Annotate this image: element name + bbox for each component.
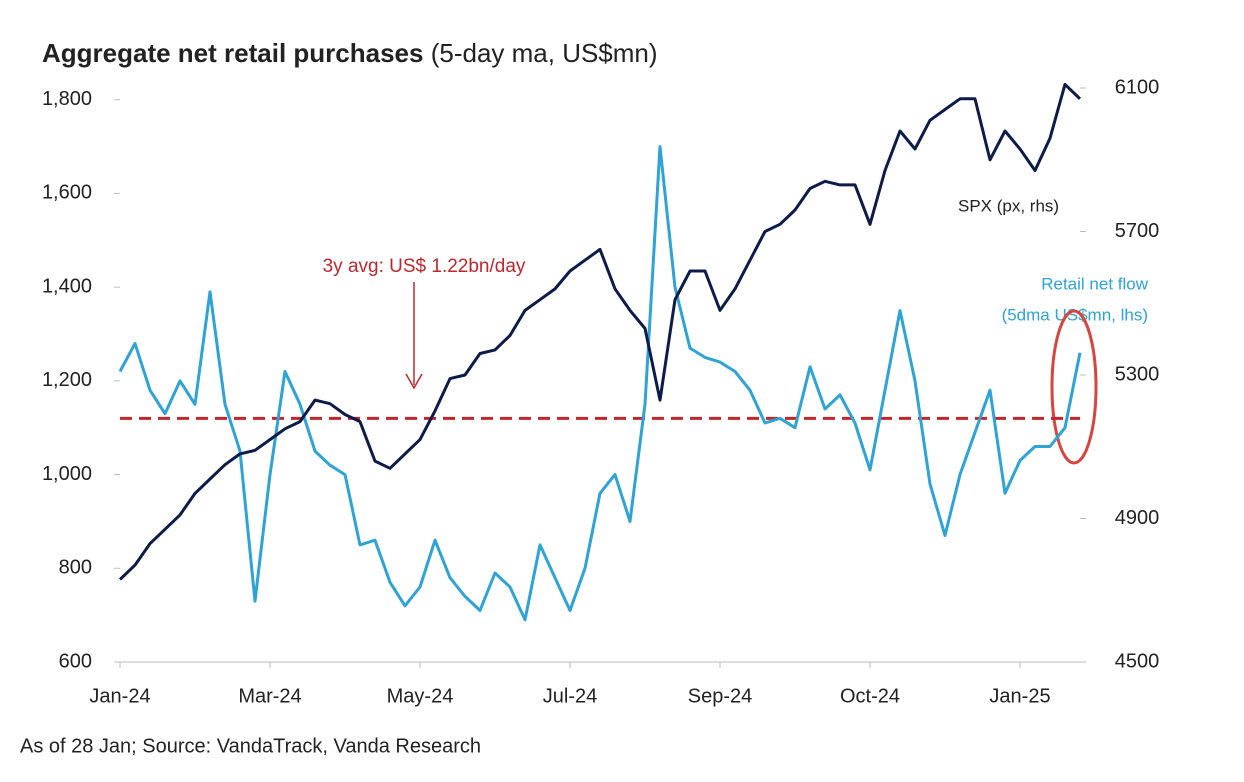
y2-tick-label: 6100 xyxy=(1115,76,1160,98)
retail-annotation: Retail net flow xyxy=(1041,274,1148,293)
y2-tick-label: 5700 xyxy=(1115,220,1160,242)
title: Aggregate net retail purchases xyxy=(42,38,423,68)
chart-title: Aggregate net retail purchases (5-day ma… xyxy=(42,38,658,68)
y-tick-label: 800 xyxy=(59,557,92,579)
x-tick-label: Mar-24 xyxy=(238,685,301,707)
retail-annotation: (5dma US$mn, lhs) xyxy=(1002,305,1148,324)
x-tick-label: Jan-25 xyxy=(989,685,1050,707)
series-line xyxy=(118,145,1082,622)
arrow-head xyxy=(405,373,423,390)
y-tick-label: 1,000 xyxy=(42,463,92,485)
highlight-ellipse xyxy=(1050,309,1098,465)
x-tick-label: May-24 xyxy=(387,685,454,707)
reference-label: 3y avg: US$ 1.22bn/day xyxy=(323,256,526,277)
spx-annotation: SPX (px, rhs) xyxy=(958,196,1059,215)
x-tick-label: Oct-24 xyxy=(840,685,900,707)
y-tick-label: 1,800 xyxy=(42,88,92,110)
y-tick-label: 1,200 xyxy=(42,369,92,391)
y-tick-label: 1,600 xyxy=(42,182,92,204)
y-tick-label: 600 xyxy=(59,650,92,672)
subtitle: (5-day ma, US$mn) xyxy=(431,38,658,68)
y2-tick-label: 4500 xyxy=(1115,650,1160,672)
y2-tick-label: 5300 xyxy=(1115,363,1160,385)
footnote: As of 28 Jan; Source: VandaTrack, Vanda … xyxy=(20,735,481,757)
x-tick-label: Jul-24 xyxy=(543,685,597,707)
x-tick-label: Sep-24 xyxy=(688,685,753,707)
y2-tick-label: 4900 xyxy=(1115,507,1160,529)
series-line xyxy=(118,82,1082,581)
x-tick-label: Jan-24 xyxy=(89,685,150,707)
y-tick-label: 1,400 xyxy=(42,275,92,297)
